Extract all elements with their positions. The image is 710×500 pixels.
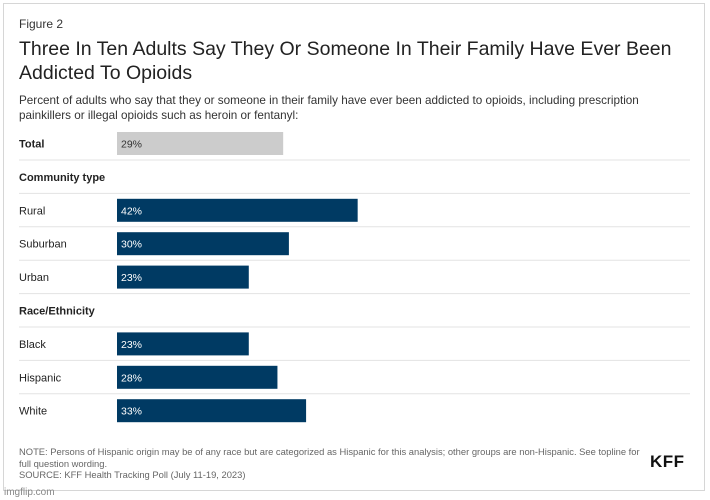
- chart-note: NOTE: Persons of Hispanic origin may be …: [19, 446, 640, 469]
- data-label-black: 23%: [121, 339, 142, 351]
- data-label-rural: 42%: [121, 205, 142, 217]
- bar-chart: Total 29% Community type Rural 42% Suburban 30…: [19, 132, 690, 423]
- figure-label: Figure 2: [19, 17, 64, 31]
- data-label-total: 29%: [121, 139, 142, 151]
- bar-rural: [117, 198, 358, 222]
- kff-logo: KFF: [650, 452, 685, 471]
- category-label-white: White: [19, 406, 47, 418]
- section-header-community-type: Community type: [19, 172, 105, 184]
- bar-hispanic: [117, 365, 278, 389]
- category-label-suburban: Suburban: [19, 239, 67, 251]
- section-header-race-ethnicity: Race/Ethnicity: [19, 306, 96, 318]
- chart-source: SOURCE: KFF Health Tracking Poll (July 1…: [19, 469, 246, 480]
- category-label-urban: Urban: [19, 272, 49, 284]
- chart-subtitle: Percent of adults who say that they or s…: [19, 94, 639, 122]
- category-label-total: Total: [19, 139, 44, 151]
- data-label-white: 33%: [121, 406, 142, 418]
- bar-white: [117, 399, 307, 423]
- chart-title: Three In Ten Adults Say They Or Someone …: [19, 38, 672, 84]
- imgflip-watermark: imgflip.com: [4, 487, 55, 498]
- data-label-hispanic: 28%: [121, 372, 142, 384]
- bar-suburban: [117, 232, 289, 256]
- bar-urban: [117, 265, 249, 289]
- category-label-black: Black: [19, 339, 46, 351]
- data-label-urban: 23%: [121, 272, 142, 284]
- category-label-rural: Rural: [19, 205, 45, 217]
- data-label-suburban: 30%: [121, 239, 142, 251]
- bar-black: [117, 332, 249, 356]
- bar-total: [117, 132, 284, 155]
- category-label-hispanic: Hispanic: [19, 372, 62, 384]
